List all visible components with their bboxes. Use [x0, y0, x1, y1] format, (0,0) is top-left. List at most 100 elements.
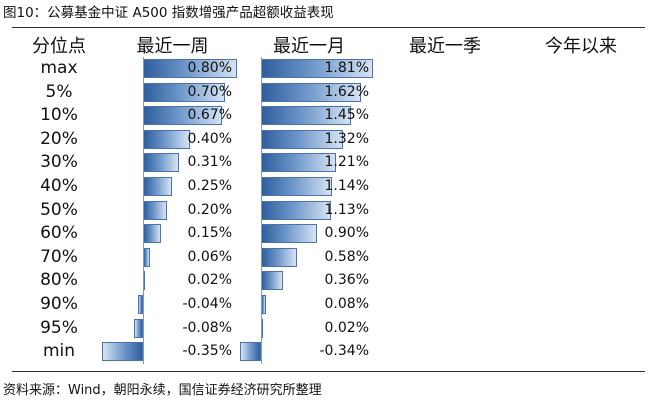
month-bar: [261, 224, 317, 244]
table-top-rule: [12, 27, 645, 28]
week-cell: -0.08%: [104, 317, 238, 340]
percentile-label: 95%: [40, 317, 78, 338]
table-row: 95% -0.08% 0.02%: [0, 317, 652, 340]
week-bar: [143, 247, 151, 267]
week-value: 0.80%: [187, 60, 232, 76]
week-value: 0.06%: [187, 248, 232, 265]
week-cell: 0.31%: [104, 151, 238, 174]
table-row: min -0.35% -0.34%: [0, 340, 652, 363]
table-row: 90% -0.04% 0.08%: [0, 293, 652, 316]
week-bar: [143, 153, 180, 173]
week-value: 0.02%: [187, 272, 232, 289]
week-bar: [143, 177, 173, 196]
table-bottom-rule: [12, 371, 645, 372]
week-bar: [101, 342, 143, 362]
month-cell: -0.34%: [239, 340, 375, 363]
table-row: 80% 0.02% 0.36%: [0, 269, 652, 292]
table-row: 50% 0.20% 1.13%: [0, 199, 652, 222]
month-cell: 0.58%: [241, 246, 375, 269]
percentile-label: 80%: [40, 270, 78, 291]
week-bar: [133, 318, 143, 338]
table-row: 60% 0.15% 0.90%: [0, 222, 652, 245]
month-bar: [261, 247, 297, 267]
week-cell: 0.02%: [104, 269, 238, 292]
week-cell: 0.25%: [104, 175, 238, 198]
week-cell: 0.20%: [104, 199, 238, 222]
month-value: 0.58%: [324, 248, 369, 265]
month-value: 1.21%: [324, 154, 369, 171]
week-bar: [143, 224, 161, 244]
month-cell: 1.14%: [241, 175, 375, 198]
percentile-label: 10%: [40, 105, 78, 126]
week-value: -0.08%: [182, 319, 232, 336]
month-bar: [261, 271, 284, 291]
percentile-label: 20%: [40, 128, 78, 149]
month-value: 0.08%: [324, 296, 369, 312]
week-cell: 0.15%: [104, 222, 238, 245]
week-cell: 0.40%: [104, 128, 238, 151]
week-cell: -0.04%: [104, 293, 238, 316]
table-row: max 0.80% 1.81%: [0, 57, 652, 80]
percentile-label: 90%: [40, 294, 78, 314]
week-value: 0.31%: [187, 154, 232, 171]
week-bar: [143, 129, 190, 149]
percentile-label: 5%: [45, 81, 73, 102]
month-bar: [261, 177, 332, 196]
month-zero-axis: [261, 57, 262, 364]
month-bar: [239, 342, 261, 362]
month-value: 0.36%: [324, 272, 369, 289]
percentile-label: 70%: [40, 246, 78, 267]
week-value: -0.35%: [182, 343, 232, 360]
percentile-label: 60%: [40, 223, 78, 244]
week-cell: 0.67%: [104, 104, 238, 127]
week-value: 0.40%: [187, 130, 232, 147]
header-last-quarter: 最近一季: [409, 36, 481, 57]
percentile-label: 50%: [40, 199, 78, 220]
month-value: 1.14%: [324, 178, 369, 194]
week-value: 0.25%: [187, 178, 232, 194]
month-cell: 1.45%: [241, 104, 375, 127]
table-row: 70% 0.06% 0.58%: [0, 246, 652, 269]
month-cell: 1.62%: [241, 81, 375, 104]
week-value: -0.04%: [182, 296, 232, 312]
month-value: 0.02%: [324, 319, 369, 336]
percentile-label: 30%: [40, 152, 78, 173]
table-row: 30% 0.31% 1.21%: [0, 151, 652, 174]
month-value: 1.81%: [324, 60, 369, 76]
month-value: 1.32%: [324, 130, 369, 147]
percentile-label: min: [42, 341, 76, 362]
table-row: 5% 0.70% 1.62%: [0, 81, 652, 104]
month-value: -0.34%: [319, 343, 369, 360]
month-cell: 0.36%: [241, 269, 375, 292]
month-value: 1.62%: [324, 83, 369, 100]
source-note: 资料来源：Wind，朝阳永续，国信证券经济研究所整理: [3, 383, 322, 398]
month-cell: 1.13%: [241, 199, 375, 222]
week-value: 0.20%: [187, 201, 232, 218]
week-bar: [143, 200, 167, 220]
week-value: 0.67%: [187, 107, 232, 124]
figure-title: 图10：公募基金中证 A500 指数增强产品超额收益表现: [3, 5, 334, 21]
header-year-to-date: 今年以来: [545, 36, 617, 57]
percentile-label: 40%: [40, 176, 78, 196]
week-value: 0.70%: [187, 83, 232, 100]
header-last-week: 最近一周: [136, 36, 209, 57]
week-value: 0.15%: [187, 225, 232, 242]
month-value: 0.90%: [324, 225, 369, 242]
week-zero-axis: [143, 57, 144, 364]
week-cell: 0.70%: [104, 81, 238, 104]
month-cell: 0.90%: [241, 222, 375, 245]
percentile-label: max: [40, 58, 78, 78]
month-value: 1.45%: [324, 107, 369, 124]
week-cell: -0.35%: [101, 340, 238, 363]
table-row: 10% 0.67% 1.45%: [0, 104, 652, 127]
week-cell: 0.06%: [104, 246, 238, 269]
month-bar: [261, 200, 332, 220]
month-cell: 1.21%: [241, 151, 375, 174]
header-percentile: 分位点: [32, 36, 86, 57]
week-cell: 0.80%: [104, 57, 238, 80]
month-value: 1.13%: [324, 201, 369, 218]
header-last-month: 最近一月: [273, 36, 345, 57]
table-row: 20% 0.40% 1.32%: [0, 128, 652, 151]
month-cell: 1.32%: [241, 128, 375, 151]
week-bar: [138, 295, 143, 314]
